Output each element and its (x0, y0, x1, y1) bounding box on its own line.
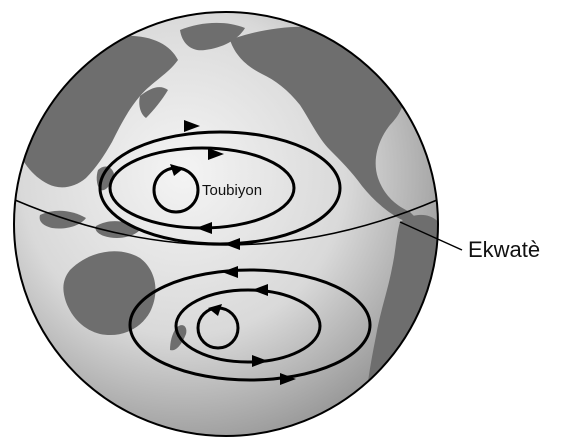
cyclone-label: Toubiyon (202, 182, 262, 199)
japan-land (139, 87, 168, 118)
south-middle-loop (174, 288, 322, 364)
southern-arrows (208, 266, 296, 385)
indonesia-land (39, 210, 86, 229)
south-middle-arrow-top (252, 284, 268, 296)
south-outer-arrow-bottom (280, 373, 296, 385)
southern-circulation (128, 268, 372, 382)
northern-arrows (170, 120, 240, 250)
north-outer-arrow-bottom (224, 238, 240, 250)
equator-leader-line (399, 221, 463, 251)
equator-label: Ekwatè (468, 237, 540, 262)
north-middle-arrow-top (208, 148, 224, 160)
south-inner-arrow (208, 304, 222, 316)
north-outer-loop (98, 130, 342, 246)
south-america-land (366, 215, 438, 398)
north-outer-arrow-top (184, 120, 200, 132)
north-inner-arrow (170, 164, 184, 176)
north-middle-arrow-bottom (196, 222, 212, 234)
globe-outline (13, 11, 439, 437)
south-middle-arrow-bottom (252, 355, 268, 367)
south-outer-arrow-top (222, 266, 238, 278)
alaska-land (180, 22, 245, 51)
south-outer-loop (128, 268, 372, 382)
north-america-land (230, 26, 420, 223)
